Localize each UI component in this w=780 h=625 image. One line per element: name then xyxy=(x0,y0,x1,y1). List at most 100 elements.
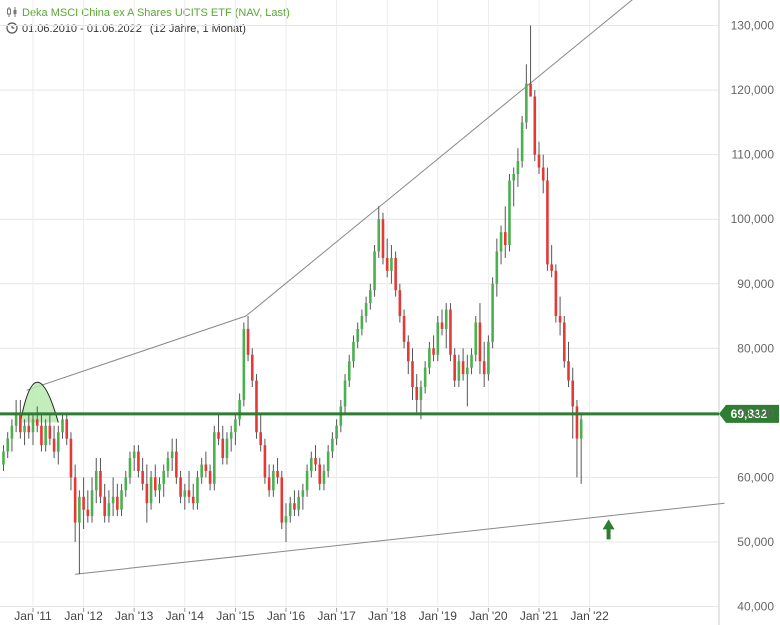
candle-down xyxy=(145,464,149,523)
candle-up xyxy=(229,425,233,452)
candle-body xyxy=(246,328,250,355)
chart-title-row: Deka MSCI China ex A Shares UCITS ETF (N… xyxy=(6,6,290,19)
candle-body xyxy=(35,419,39,426)
candle-body xyxy=(520,122,524,162)
candle-body xyxy=(213,432,216,484)
candle-down xyxy=(478,303,482,375)
candle-body xyxy=(40,425,43,446)
upper-trendline-late xyxy=(245,0,633,317)
candle-down xyxy=(137,445,140,478)
candle-down xyxy=(65,412,69,446)
candle-body xyxy=(487,341,490,375)
candle-body xyxy=(27,425,31,433)
candle-down xyxy=(461,348,465,381)
candle-up xyxy=(284,503,288,542)
candle-down xyxy=(250,348,254,388)
candle-body xyxy=(343,380,347,407)
candle-up xyxy=(301,483,305,510)
candle-body xyxy=(200,464,203,478)
candle-down xyxy=(153,464,157,497)
candle-body xyxy=(406,341,410,362)
candle-body xyxy=(217,432,220,439)
candle-down xyxy=(187,470,191,504)
candle-down xyxy=(432,335,435,362)
candle-body xyxy=(90,490,94,517)
candle-up xyxy=(491,277,494,349)
candle-down xyxy=(563,316,566,368)
candle-up xyxy=(238,393,241,426)
candle-body xyxy=(234,419,237,433)
candle-up xyxy=(234,412,237,446)
candle-body xyxy=(31,419,35,433)
candle-up xyxy=(373,245,376,297)
candle-up xyxy=(23,419,26,446)
x-tick-label: Jan '21 xyxy=(520,609,559,623)
candle-up xyxy=(111,477,115,517)
chart-title: Deka MSCI China ex A Shares UCITS ETF (N… xyxy=(22,7,290,19)
candle-down xyxy=(40,412,43,452)
candle-down xyxy=(27,412,31,439)
candle-up xyxy=(166,451,170,478)
x-tick-label: Jan '11 xyxy=(14,609,52,623)
candle-down xyxy=(411,348,414,400)
candle-body xyxy=(288,503,292,517)
upper-trendline-early xyxy=(26,315,247,391)
candle-down xyxy=(533,90,537,162)
candle-body xyxy=(461,361,465,375)
candle-up xyxy=(107,490,111,523)
horizontal-line-layer: 69,832 xyxy=(0,404,779,423)
candle-body xyxy=(457,361,461,381)
candle-body xyxy=(238,399,241,420)
candle-body xyxy=(339,406,343,426)
candle-body xyxy=(86,509,90,517)
lower-trendline xyxy=(75,502,725,575)
candle-up xyxy=(369,283,372,310)
candle-down xyxy=(259,412,262,452)
candle-up xyxy=(360,309,364,336)
candle-down xyxy=(116,483,119,517)
candle-up xyxy=(474,316,478,362)
candle-body xyxy=(326,451,330,471)
candle-body xyxy=(575,406,579,439)
candle-down xyxy=(35,406,39,433)
candle-body xyxy=(272,470,275,491)
candle-up xyxy=(57,425,60,465)
candle-up xyxy=(213,425,216,491)
candle-up xyxy=(170,438,174,471)
candle-body xyxy=(65,419,69,439)
candle-up xyxy=(158,477,161,504)
candle-down xyxy=(318,458,322,491)
candle-up xyxy=(390,245,393,284)
candle-body xyxy=(478,322,482,362)
candle-down xyxy=(255,374,258,439)
candle-up xyxy=(339,399,343,433)
candle-body xyxy=(61,419,64,433)
candle-up xyxy=(44,419,47,452)
x-tick-label: Jan '19 xyxy=(419,609,458,623)
candle-up xyxy=(124,470,128,497)
candle-body xyxy=(470,354,473,368)
candle-body xyxy=(503,232,507,246)
candle-body xyxy=(153,477,157,491)
candle-up xyxy=(377,206,381,258)
candle-up xyxy=(242,322,246,407)
y-tick-label: 100,000 xyxy=(731,212,775,226)
candle-body xyxy=(19,412,22,433)
candle-down xyxy=(73,464,77,542)
candle-body xyxy=(44,425,47,446)
candle-down xyxy=(19,399,22,439)
candle-up xyxy=(90,477,94,523)
candle-body xyxy=(69,438,73,478)
candle-down xyxy=(86,490,90,523)
x-tick-label: Jan '22 xyxy=(570,609,609,623)
candle-body xyxy=(512,174,515,181)
candle-body xyxy=(423,367,427,388)
candle-body xyxy=(73,477,77,523)
candle-body xyxy=(301,490,305,497)
candle-down xyxy=(175,438,178,484)
up-arrow-marker xyxy=(602,519,615,540)
x-tick-label: Jan '20 xyxy=(469,609,508,623)
candle-body xyxy=(314,458,317,465)
candle-body xyxy=(419,387,423,400)
grid-lines xyxy=(0,0,720,625)
